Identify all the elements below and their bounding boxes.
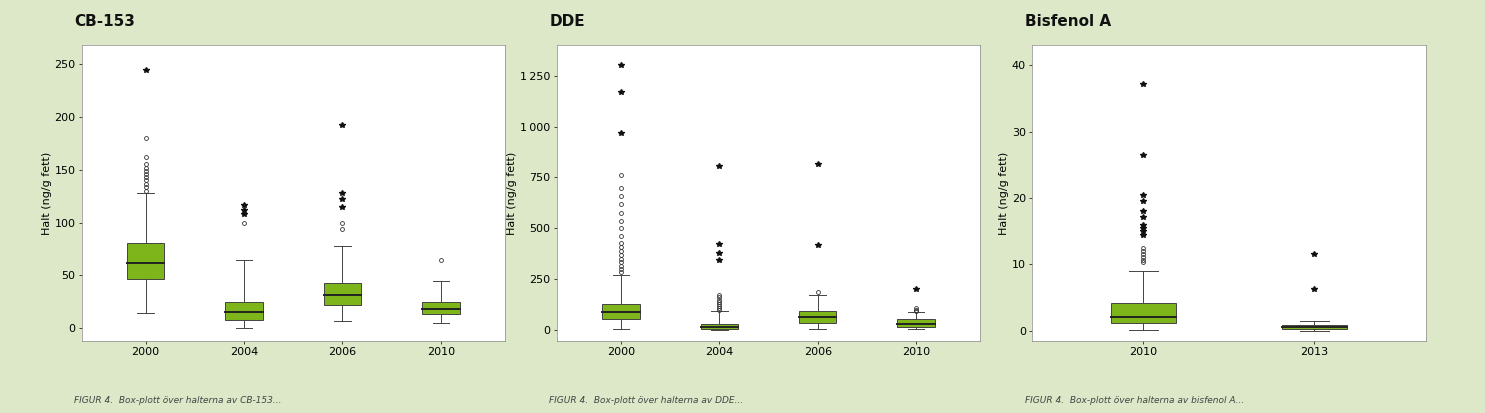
Text: CB-153: CB-153	[74, 14, 135, 29]
Text: DDE: DDE	[549, 14, 585, 29]
Y-axis label: Halt (ng/g fett): Halt (ng/g fett)	[42, 152, 52, 235]
FancyBboxPatch shape	[324, 283, 361, 305]
FancyBboxPatch shape	[799, 311, 836, 323]
FancyBboxPatch shape	[897, 319, 936, 327]
FancyBboxPatch shape	[226, 302, 263, 320]
Y-axis label: Halt (ng/g fett): Halt (ng/g fett)	[508, 152, 517, 235]
FancyBboxPatch shape	[422, 302, 460, 314]
FancyBboxPatch shape	[1111, 303, 1176, 323]
FancyBboxPatch shape	[601, 304, 640, 319]
FancyBboxPatch shape	[126, 243, 165, 278]
FancyBboxPatch shape	[1282, 325, 1347, 329]
Y-axis label: Halt (ng/g fett): Halt (ng/g fett)	[999, 152, 1008, 235]
Text: FIGUR 4.  Box-plott över halterna av CB-153...: FIGUR 4. Box-plott över halterna av CB-1…	[74, 396, 282, 405]
Text: FIGUR 4.  Box-plott över halterna av bisfenol A...: FIGUR 4. Box-plott över halterna av bisf…	[1025, 396, 1244, 405]
FancyBboxPatch shape	[701, 324, 738, 329]
Text: Bisfenol A: Bisfenol A	[1025, 14, 1111, 29]
Text: FIGUR 4.  Box-plott över halterna av DDE...: FIGUR 4. Box-plott över halterna av DDE.…	[549, 396, 744, 405]
